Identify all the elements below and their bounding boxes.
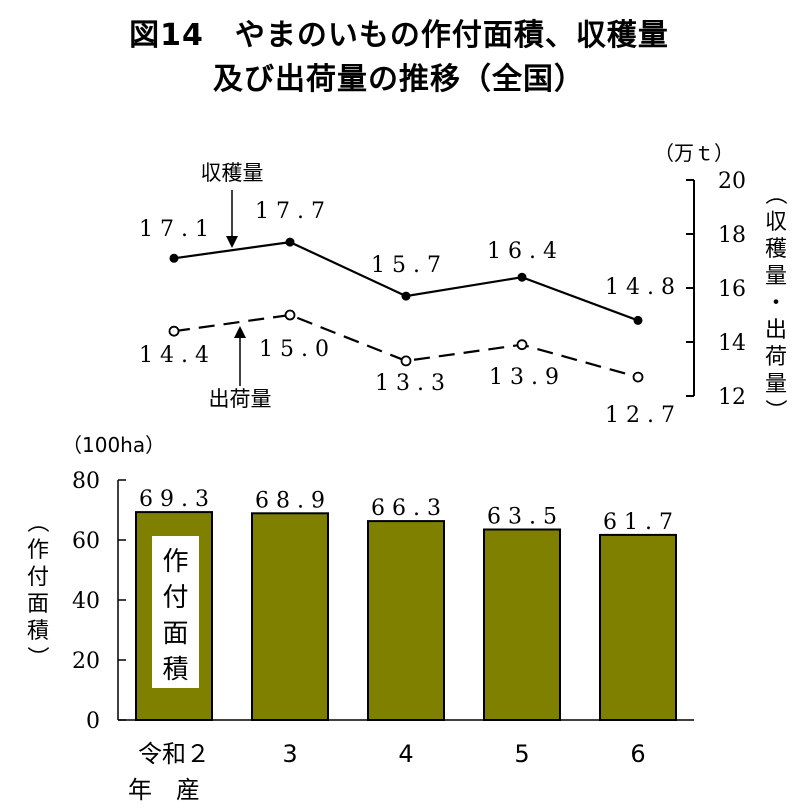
harvest-data-label: 1 6 . 4: [487, 239, 557, 264]
bar-series-label: 付: [162, 583, 188, 613]
shipment-point: [516, 339, 528, 351]
line-y-axis-title-char: 荷: [765, 345, 787, 370]
harvest-data-label: 1 7 . 7: [255, 199, 325, 224]
bar: [251, 512, 329, 721]
bar-data-label: 6 3 . 5: [487, 505, 557, 530]
shipment-point: [168, 325, 180, 337]
shipment-arrow-head: [234, 326, 246, 338]
line-y-tick-label: 20: [718, 169, 746, 194]
bar-y-axis-title-char: 面: [27, 592, 49, 617]
chart-title-line2: 及び出荷量の推移（全国）: [213, 62, 585, 97]
shipment-point: [400, 355, 412, 367]
shipment-point: [284, 309, 296, 321]
bar-data-label: 6 9 . 3: [139, 487, 209, 512]
bar-y-tick-label: 40: [72, 589, 100, 614]
harvest-point: [517, 272, 527, 282]
harvest-point: [633, 315, 643, 325]
line-y-axis-title-char: 量: [765, 372, 787, 397]
line-y-axis-title-char: ・: [765, 291, 787, 316]
line-y-axis-title-char: 出: [765, 318, 787, 343]
bar: [599, 533, 677, 722]
harvest-arrow-head: [226, 236, 238, 248]
bar-y-tick-label: 20: [72, 649, 100, 674]
x-tick-label: 5: [514, 740, 529, 768]
x-tick-label-suffix: 年 産: [128, 776, 200, 804]
harvest-point: [169, 253, 179, 263]
bar-y-axis-title-char: 作: [27, 538, 49, 563]
x-tick-label: 3: [282, 740, 297, 768]
bar-data-label: 6 8 . 9: [255, 488, 325, 513]
line-y-tick-label: 12: [718, 385, 746, 410]
shipment-series-label: 出荷量: [209, 387, 272, 411]
line-y-axis-title-char: （: [762, 183, 787, 205]
line-y-axis-title-char: ）: [762, 399, 787, 421]
bar-series-label: 作: [162, 547, 188, 577]
shipment-data-label: 1 5 . 0: [259, 337, 329, 362]
bar-unit-label: （100ha）: [62, 433, 165, 457]
line-y-axis-title-char: 穫: [765, 237, 787, 262]
line-y-axis-title-char: 収: [765, 210, 787, 235]
bar: [367, 520, 445, 721]
harvest-point: [401, 291, 411, 301]
bar-series-label: 面: [162, 619, 188, 649]
x-tick-label: 令和２: [138, 740, 210, 768]
bar-y-tick-label: 60: [72, 529, 100, 554]
harvest-data-label: 1 7 . 1: [139, 217, 209, 242]
bar-y-tick-label: 0: [86, 709, 100, 734]
line-y-tick-label: 18: [718, 223, 746, 248]
line-unit-label: （万ｔ）: [654, 141, 734, 165]
series-line-shipment: [173, 313, 639, 379]
harvest-data-label: 1 5 . 7: [371, 253, 441, 278]
bar-y-axis-title-char: ）: [24, 646, 49, 668]
bar-series-label-box: [152, 536, 199, 688]
shipment-data-label: 1 3 . 9: [489, 365, 559, 390]
bar: [483, 528, 561, 721]
line-y-axis-title-char: 量: [765, 264, 787, 289]
shipment-point: [632, 371, 644, 383]
bar-y-axis-title-char: （: [24, 511, 49, 533]
shipment-data-label: 1 4 . 4: [139, 343, 209, 368]
shipment-data-label: 1 2 . 7: [605, 403, 675, 428]
bar-series-label: 積: [162, 655, 188, 685]
harvest-data-label: 1 4 . 8: [605, 275, 675, 300]
bar-y-axis-title-char: 付: [27, 565, 49, 590]
x-tick-label: 6: [630, 740, 645, 768]
line-y-tick-label: 14: [718, 331, 746, 356]
harvest-point: [285, 237, 295, 247]
bar-data-label: 6 1 . 7: [603, 510, 673, 535]
x-tick-label: 4: [398, 740, 413, 768]
bar-y-tick-label: 80: [72, 469, 100, 494]
harvest-series-label: 収穫量: [201, 161, 264, 185]
bar-data-label: 6 6 . 3: [371, 496, 441, 521]
shipment-data-label: 1 3 . 3: [375, 371, 445, 396]
bar-y-axis-title-char: 積: [27, 619, 49, 644]
line-y-tick-label: 16: [718, 277, 746, 302]
chart-title-line1: 図14 やまのいもの作付面積、収穫量: [129, 18, 669, 53]
